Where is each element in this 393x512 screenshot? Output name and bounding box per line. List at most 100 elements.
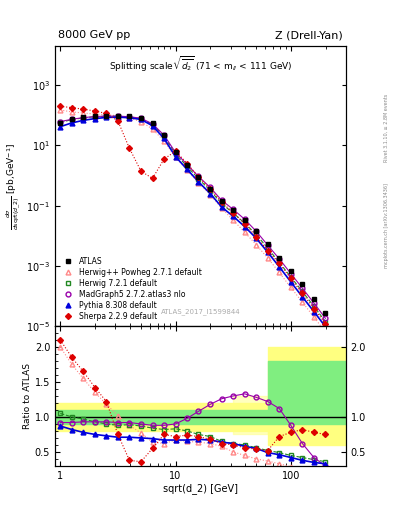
Sherpa 2.2.9 default (127, 145, 132, 152)
Herwig++ Powheg 2.7.1 default (127, 115, 132, 121)
MadGraph5 2.7.2.atlas3 nlo (265, 242, 270, 248)
Y-axis label: Ratio to ATLAS: Ratio to ATLAS (23, 363, 32, 429)
Herwig 7.2.1 default (277, 259, 282, 265)
Pythia 8.308 default (70, 120, 74, 126)
ATLAS (196, 174, 201, 180)
Sherpa 2.2.9 default (300, 290, 305, 296)
Herwig 7.2.1 default (81, 115, 86, 121)
ATLAS (150, 120, 155, 126)
Herwig 7.2.1 default (312, 303, 316, 309)
Herwig 7.2.1 default (288, 274, 293, 280)
Herwig++ Powheg 2.7.1 default (254, 242, 259, 248)
Herwig 7.2.1 default (219, 201, 224, 207)
Sherpa 2.2.9 default (288, 275, 293, 282)
MadGraph5 2.7.2.atlas3 nlo (196, 174, 201, 180)
MadGraph5 2.7.2.atlas3 nlo (185, 162, 189, 168)
ATLAS (139, 115, 143, 121)
Sherpa 2.2.9 default (323, 321, 328, 327)
Herwig++ Powheg 2.7.1 default (150, 126, 155, 132)
MadGraph5 2.7.2.atlas3 nlo (162, 132, 166, 138)
Herwig 7.2.1 default (185, 163, 189, 169)
Pythia 8.308 default (300, 294, 305, 300)
Text: Z (Drell-Yan): Z (Drell-Yan) (275, 31, 343, 40)
Pythia 8.308 default (81, 117, 86, 123)
Line: ATLAS: ATLAS (58, 114, 328, 315)
MadGraph5 2.7.2.atlas3 nlo (208, 184, 213, 190)
ATLAS (254, 228, 259, 234)
ATLAS (162, 132, 166, 138)
MadGraph5 2.7.2.atlas3 nlo (127, 114, 132, 120)
MadGraph5 2.7.2.atlas3 nlo (104, 113, 109, 119)
ATLAS (231, 207, 235, 214)
Sherpa 2.2.9 default (104, 111, 109, 117)
Y-axis label: $\frac{d\sigma}{d\mathrm{sqrt}(d\_2)}$ [pb,GeV$^{-1}$]: $\frac{d\sigma}{d\mathrm{sqrt}(d\_2)}$ [… (5, 142, 24, 230)
MadGraph5 2.7.2.atlas3 nlo (312, 300, 316, 306)
Herwig 7.2.1 default (139, 116, 143, 122)
MadGraph5 2.7.2.atlas3 nlo (231, 206, 235, 212)
Herwig++ Powheg 2.7.1 default (139, 118, 143, 124)
X-axis label: sqrt(d_2) [GeV]: sqrt(d_2) [GeV] (163, 483, 238, 495)
Text: ATLAS_2017_I1599844: ATLAS_2017_I1599844 (161, 308, 240, 315)
Text: Splitting scale$\sqrt{\overline{d_2}}$ (71 < m$_{ll}$ < 111 GeV): Splitting scale$\sqrt{\overline{d_2}}$ (… (108, 54, 292, 74)
Pythia 8.308 default (173, 154, 178, 160)
ATLAS (58, 120, 62, 126)
Pythia 8.308 default (104, 114, 109, 120)
Herwig++ Powheg 2.7.1 default (58, 107, 62, 113)
Line: Herwig++ Powheg 2.7.1 default: Herwig++ Powheg 2.7.1 default (58, 108, 328, 335)
Herwig++ Powheg 2.7.1 default (242, 229, 247, 236)
Sherpa 2.2.9 default (208, 186, 213, 192)
MadGraph5 2.7.2.atlas3 nlo (93, 114, 97, 120)
ATLAS (104, 113, 109, 119)
ATLAS (173, 149, 178, 155)
Herwig++ Powheg 2.7.1 default (208, 191, 213, 198)
Herwig 7.2.1 default (173, 151, 178, 157)
Herwig++ Powheg 2.7.1 default (162, 138, 166, 144)
Herwig++ Powheg 2.7.1 default (300, 299, 305, 305)
ATLAS (323, 309, 328, 315)
ATLAS (116, 113, 120, 119)
Bar (55, 403, 346, 431)
Pythia 8.308 default (323, 324, 328, 330)
Sherpa 2.2.9 default (196, 174, 201, 180)
Herwig++ Powheg 2.7.1 default (312, 314, 316, 320)
MadGraph5 2.7.2.atlas3 nlo (70, 116, 74, 122)
Sherpa 2.2.9 default (58, 103, 62, 110)
Legend: ATLAS, Herwig++ Powheg 2.7.1 default, Herwig 7.2.1 default, MadGraph5 2.7.2.atla: ATLAS, Herwig++ Powheg 2.7.1 default, He… (59, 255, 203, 322)
Sherpa 2.2.9 default (93, 108, 97, 114)
Herwig 7.2.1 default (300, 288, 305, 294)
ATLAS (185, 162, 189, 168)
Sherpa 2.2.9 default (139, 168, 143, 174)
Herwig++ Powheg 2.7.1 default (219, 205, 224, 211)
Sherpa 2.2.9 default (277, 260, 282, 266)
ATLAS (300, 282, 305, 288)
ATLAS (219, 198, 224, 204)
Pythia 8.308 default (288, 279, 293, 285)
Bar (55, 410, 346, 424)
Pythia 8.308 default (162, 135, 166, 141)
MadGraph5 2.7.2.atlas3 nlo (139, 115, 143, 121)
Sherpa 2.2.9 default (312, 306, 316, 312)
ATLAS (208, 185, 213, 191)
Pythia 8.308 default (93, 116, 97, 122)
Herwig 7.2.1 default (208, 187, 213, 194)
ATLAS (277, 255, 282, 261)
Pythia 8.308 default (277, 264, 282, 270)
Pythia 8.308 default (231, 214, 235, 220)
Herwig 7.2.1 default (196, 176, 201, 182)
MadGraph5 2.7.2.atlas3 nlo (288, 270, 293, 276)
Sherpa 2.2.9 default (162, 156, 166, 162)
ATLAS (265, 241, 270, 247)
Line: Pythia 8.308 default: Pythia 8.308 default (58, 115, 328, 329)
Herwig 7.2.1 default (323, 318, 328, 325)
Line: MadGraph5 2.7.2.atlas3 nlo: MadGraph5 2.7.2.atlas3 nlo (58, 114, 328, 321)
MadGraph5 2.7.2.atlas3 nlo (323, 315, 328, 322)
ATLAS (70, 116, 74, 122)
Pythia 8.308 default (150, 123, 155, 129)
Pythia 8.308 default (185, 166, 189, 173)
Pythia 8.308 default (139, 116, 143, 122)
Herwig++ Powheg 2.7.1 default (93, 111, 97, 117)
Herwig 7.2.1 default (58, 119, 62, 125)
Herwig 7.2.1 default (116, 113, 120, 119)
MadGraph5 2.7.2.atlas3 nlo (81, 115, 86, 121)
Herwig 7.2.1 default (265, 245, 270, 251)
